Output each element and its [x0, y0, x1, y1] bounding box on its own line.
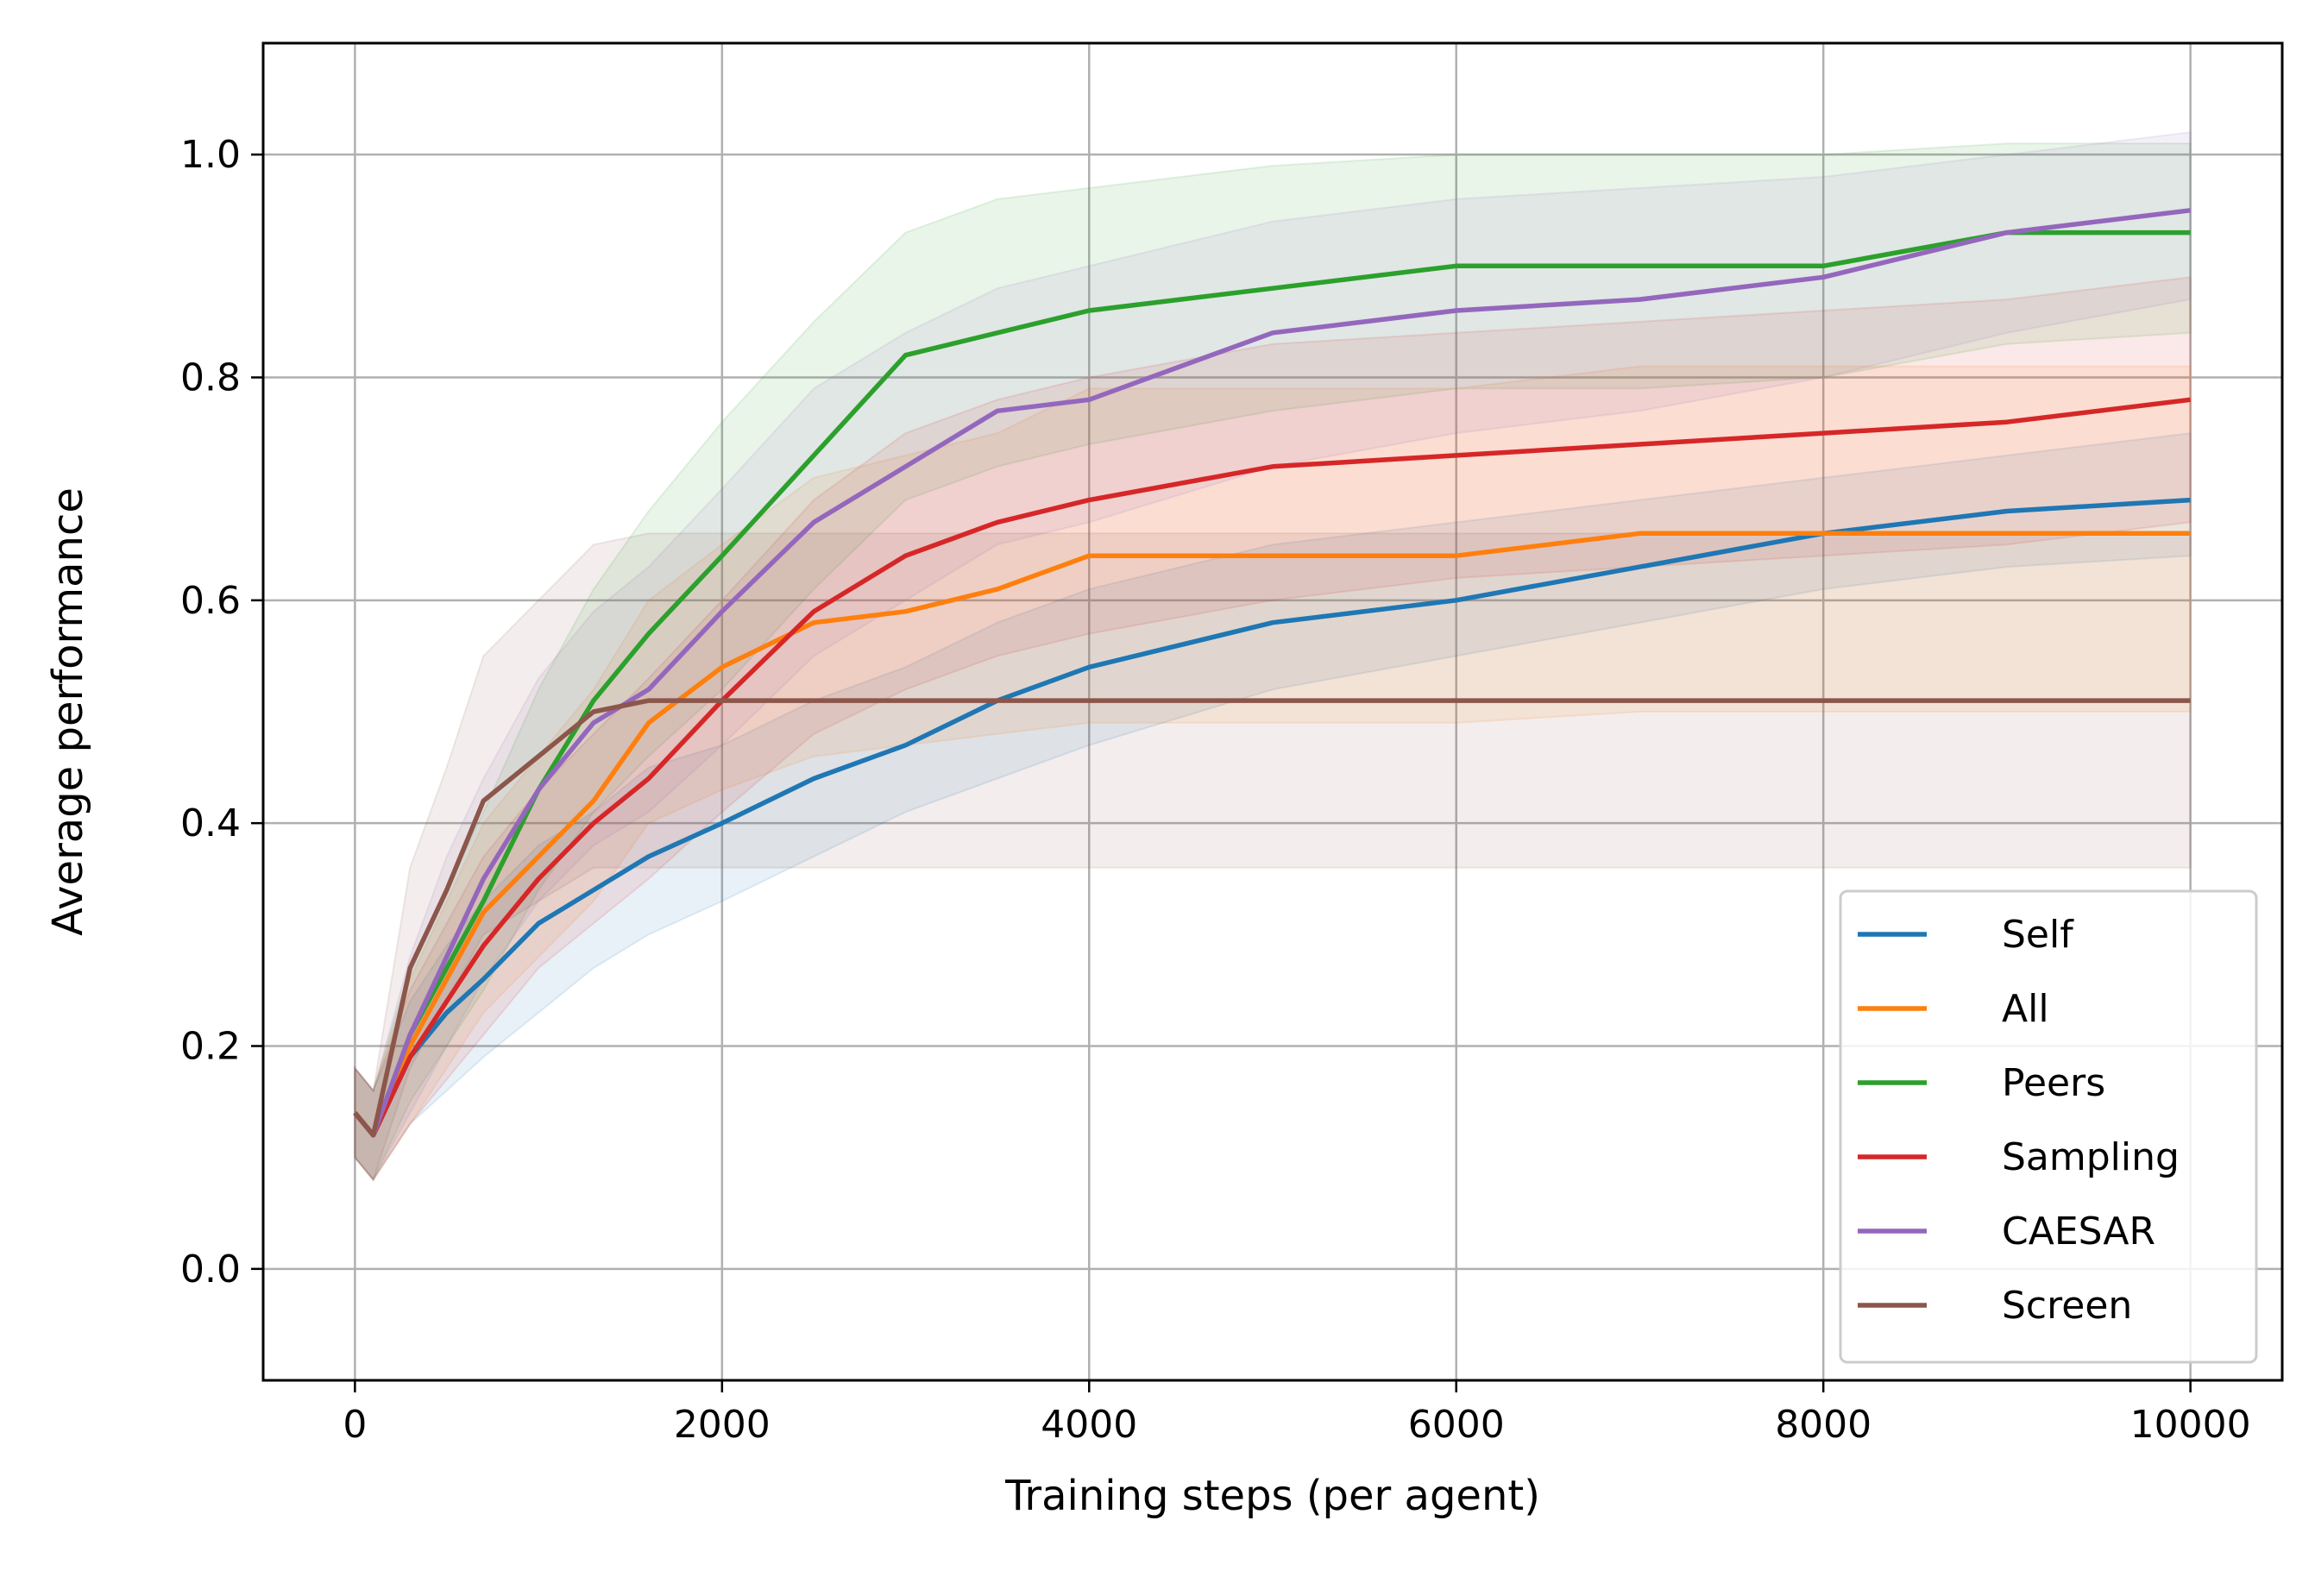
legend-label-caesar: CAESAR: [2002, 1210, 2155, 1254]
legend-label-sampling: Sampling: [2002, 1135, 2180, 1179]
y-tick-label: 0.6: [180, 579, 241, 623]
band-sampling: [354, 276, 2192, 1182]
x-tick-label: 8000: [1775, 1403, 1872, 1447]
axis-ticks: 0 2000 4000 6000 8000 10000 0.0 0.2 0.4 0.6 0.8 1.0: [180, 133, 2251, 1447]
legend-box: [1839, 889, 2258, 1364]
line-screen: [353, 698, 2191, 1138]
y-tick-label: 0.0: [180, 1247, 241, 1291]
band-self: [354, 431, 2192, 1182]
legend-label-self: Self: [2002, 913, 2074, 957]
x-axis-label: Training steps (per agent): [1004, 1472, 1540, 1520]
legend-label-all: All: [2002, 987, 2049, 1031]
x-tick-label: 4000: [1041, 1403, 1137, 1447]
y-axis-label: Average performance: [44, 487, 92, 936]
series-lines: [353, 208, 2191, 1138]
legend-label-screen: Screen: [2002, 1284, 2132, 1328]
confidence-bands: [354, 131, 2192, 1182]
legend-label-peers: Peers: [2002, 1061, 2105, 1105]
line-self: [353, 497, 2191, 1138]
x-tick-label: 0: [343, 1403, 367, 1447]
x-tick-label: 6000: [1408, 1403, 1505, 1447]
legend: Self All Peers Sampling CAESAR Screen: [1839, 889, 2258, 1364]
grid: [263, 43, 2282, 1380]
band-peers: [354, 142, 2192, 1182]
line-all: [353, 531, 2191, 1138]
line-sampling: [353, 397, 2191, 1138]
band-screen: [354, 532, 2192, 1182]
band-all: [354, 365, 2192, 1182]
y-tick-label: 0.4: [180, 801, 241, 845]
band-caesar: [354, 131, 2192, 1182]
line-caesar: [353, 208, 2191, 1138]
x-tick-label: 10000: [2130, 1403, 2251, 1447]
line-peers: [353, 229, 2191, 1138]
y-tick-label: 1.0: [180, 133, 241, 177]
y-tick-label: 0.2: [180, 1025, 241, 1069]
y-tick-label: 0.8: [180, 356, 241, 400]
x-tick-label: 2000: [674, 1403, 771, 1447]
plot-frame: [261, 41, 2284, 1382]
